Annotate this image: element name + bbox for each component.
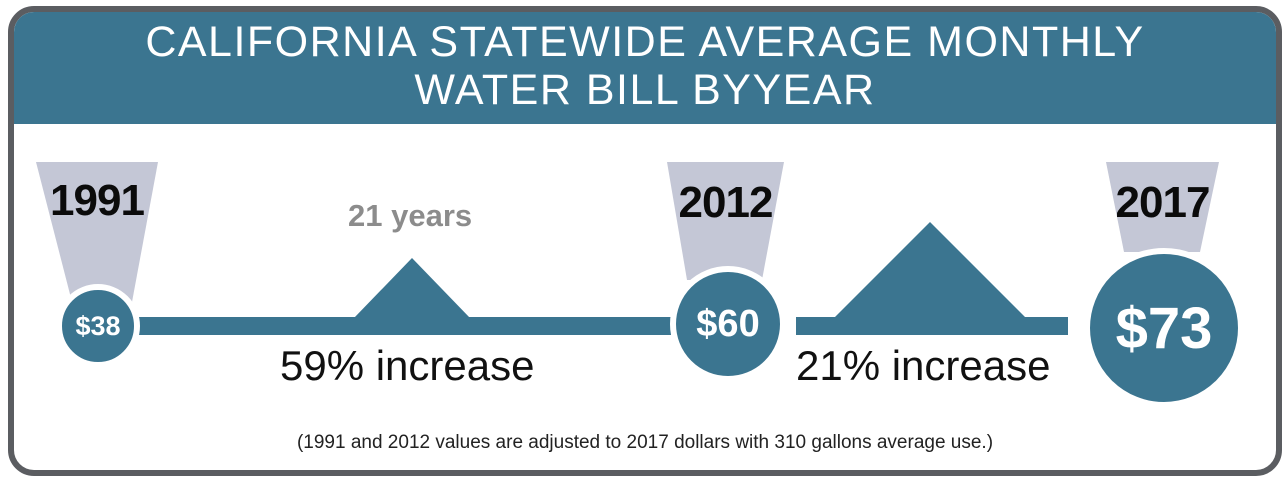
title-line-1: CALIFORNIA STATEWIDE AVERAGE MONTHLY (145, 18, 1145, 66)
title-line-2: WATER BILL BYYEAR (414, 66, 876, 114)
peak-small (354, 258, 470, 318)
year-ribbon-1991 (36, 162, 158, 302)
amount-value-2012: $60 (696, 302, 760, 345)
year-label-2012: 2012 (678, 178, 774, 227)
year-ribbon-2017 (1106, 162, 1219, 252)
title-banner: CALIFORNIA STATEWIDE AVERAGE MONTHLY WAT… (14, 12, 1276, 124)
amount-value-2017: $73 (1115, 295, 1213, 361)
timeline-bar-2 (796, 317, 1068, 335)
year-label-1991: 1991 (50, 176, 145, 225)
year-ribbon-2012 (667, 162, 784, 280)
amount-value-1991: $38 (75, 310, 121, 341)
amount-circle-2017: $73 (1084, 248, 1244, 408)
timeline-bar-1 (139, 317, 671, 335)
infographic-frame: CALIFORNIA STATEWIDE AVERAGE MONTHLY WAT… (8, 6, 1282, 476)
footnote: (1991 and 2012 values are adjusted to 20… (296, 432, 994, 453)
amount-circle-1991: $38 (56, 284, 140, 368)
year-label-2017: 2017 (1115, 178, 1211, 227)
peak-large (834, 222, 1026, 318)
amount-circle-2012: $60 (670, 266, 786, 382)
span-label: 21 years (348, 198, 473, 233)
increase-label-2: 21% increase (796, 342, 1051, 389)
increase-label-1: 59% increase (280, 342, 535, 389)
timeline-graphic (36, 162, 1219, 335)
